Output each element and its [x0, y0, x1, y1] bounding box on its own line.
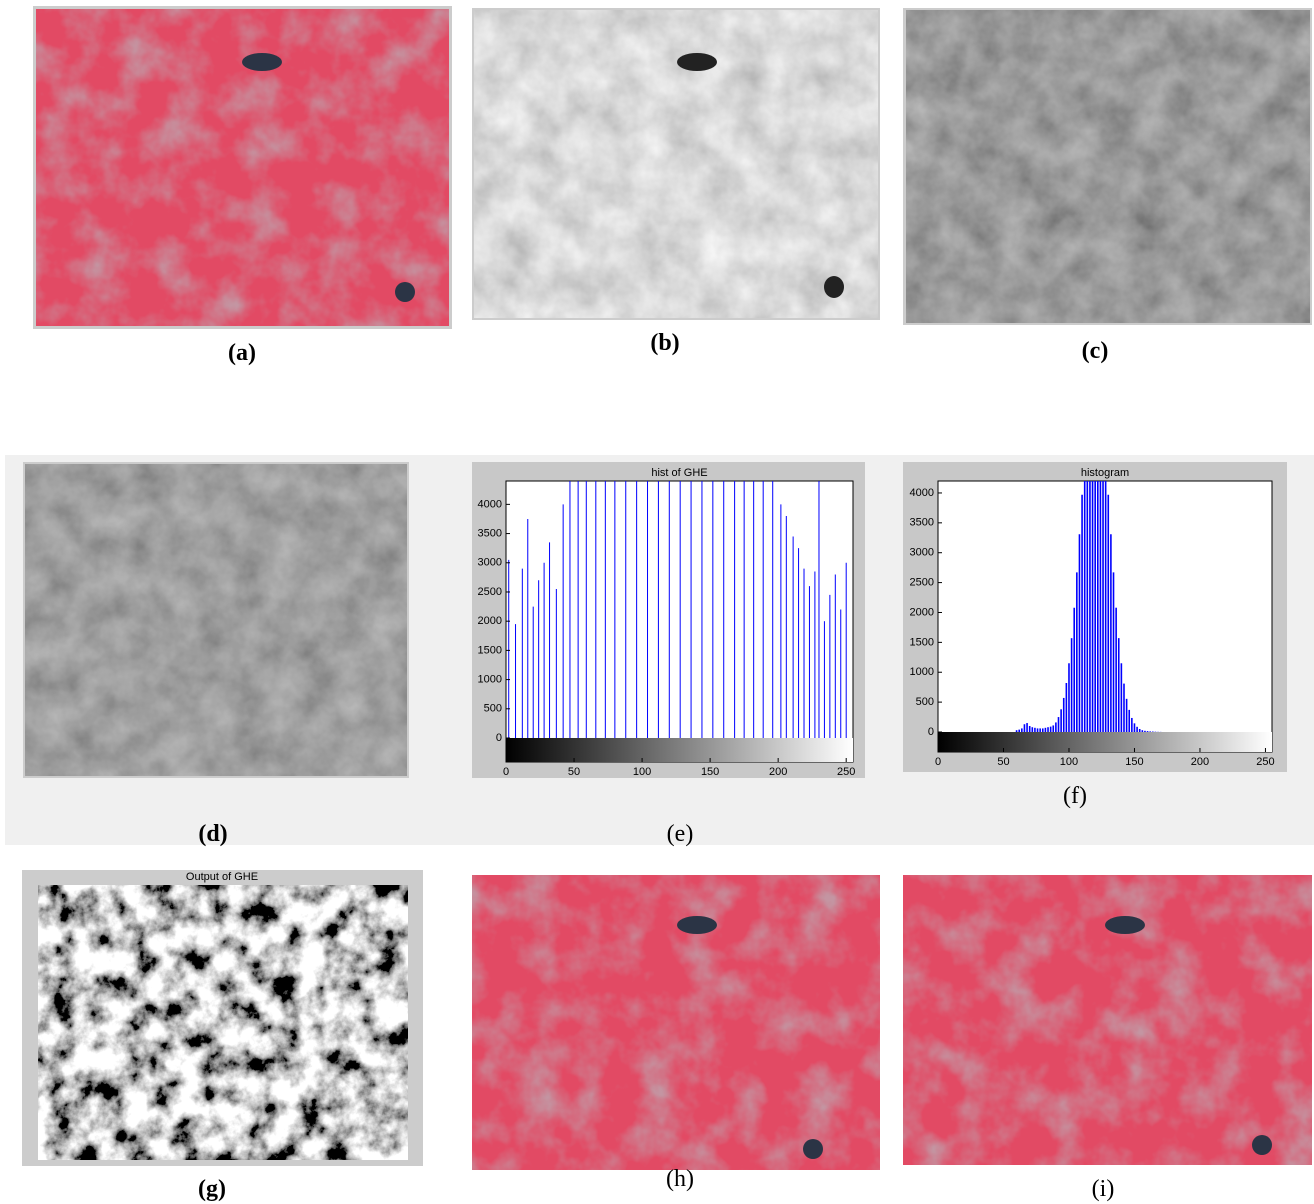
satellite-image — [36, 9, 449, 326]
caption: (i) — [1092, 1176, 1115, 1202]
x-tick-label: 50 — [997, 756, 1009, 768]
caption: (d) — [198, 821, 227, 847]
y-tick-label: 1000 — [910, 666, 934, 678]
lake — [1252, 1135, 1272, 1155]
x-tick-label: 250 — [837, 766, 855, 778]
colorbar — [506, 738, 853, 762]
lake — [1105, 916, 1145, 934]
caption: (h) — [666, 1166, 694, 1192]
x-tick-label: 100 — [633, 766, 651, 778]
image-title: Output of GHE — [186, 871, 258, 883]
figure: Output of GHE (a) (b) (c) (d) (e) (f) (g… — [0, 0, 1314, 1204]
y-tick-label: 2000 — [478, 615, 502, 627]
y-tick-label: 0 — [496, 732, 502, 744]
satellite-image — [472, 875, 880, 1170]
gray-image — [906, 10, 1310, 323]
caption: (e) — [667, 821, 694, 847]
satellite-image — [903, 875, 1312, 1165]
y-tick-label: 500 — [916, 696, 934, 708]
caption: (b) — [650, 330, 679, 356]
lake — [242, 53, 282, 71]
colorbar — [938, 732, 1272, 752]
x-tick-label: 0 — [503, 766, 509, 778]
y-tick-label: 4000 — [478, 498, 502, 510]
x-tick-label: 200 — [769, 766, 787, 778]
x-tick-label: 150 — [1125, 756, 1143, 768]
chart-title: histogram — [1081, 467, 1129, 479]
x-tick-label: 150 — [701, 766, 719, 778]
y-tick-label: 3500 — [478, 527, 502, 539]
caption: (g) — [198, 1176, 226, 1202]
y-tick-label: 0 — [928, 726, 934, 738]
chart-title: hist of GHE — [651, 467, 707, 479]
y-tick-label: 2500 — [910, 577, 934, 589]
y-tick-label: 500 — [484, 703, 502, 715]
lake — [395, 282, 415, 302]
lake — [677, 53, 717, 71]
lake — [824, 276, 844, 298]
gray-image — [25, 464, 407, 776]
y-tick-label: 2000 — [910, 606, 934, 618]
x-tick-label: 200 — [1191, 756, 1209, 768]
x-tick-label: 100 — [1060, 756, 1078, 768]
x-tick-label: 0 — [935, 756, 941, 768]
y-tick-label: 2500 — [478, 586, 502, 598]
caption: (f) — [1063, 783, 1087, 809]
caption: (a) — [228, 340, 256, 366]
y-tick-label: 1500 — [910, 636, 934, 648]
caption: (c) — [1082, 338, 1109, 364]
lake — [803, 1139, 823, 1159]
y-tick-label: 1500 — [478, 644, 502, 656]
y-tick-label: 1000 — [478, 673, 502, 685]
x-tick-label: 50 — [568, 766, 580, 778]
y-tick-label: 3000 — [910, 547, 934, 559]
ghe-image — [38, 885, 408, 1160]
gray-image — [474, 10, 878, 318]
y-tick-label: 3000 — [478, 557, 502, 569]
plot-area — [506, 481, 853, 762]
x-tick-label: 250 — [1256, 756, 1274, 768]
y-tick-label: 3500 — [910, 517, 934, 529]
y-tick-label: 4000 — [910, 487, 934, 499]
lake — [677, 916, 717, 934]
